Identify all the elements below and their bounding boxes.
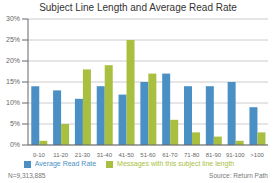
- svg-text:20%: 20%: [6, 57, 20, 64]
- svg-text:>100: >100: [250, 152, 264, 158]
- svg-text:91-100: 91-100: [226, 152, 245, 158]
- svg-text:5%: 5%: [10, 120, 20, 127]
- html-text:Subject Line Length and Averag: Subject Line Length and Average Read Rat…: [39, 2, 237, 13]
- svg-text:10%: 10%: [6, 99, 20, 106]
- html-text:Messages with this subject lin: Messages with this subject line length: [117, 160, 235, 167]
- html-text:Source: Return Path: Source: Return Path: [209, 171, 268, 179]
- html-text:N=9,313,885: N=9,313,885: [8, 171, 46, 179]
- svg-text:15%: 15%: [6, 78, 20, 85]
- svg-text:71-80: 71-80: [184, 152, 200, 158]
- svg-text:30%: 30%: [6, 15, 20, 22]
- svg-text:11-20: 11-20: [53, 152, 69, 158]
- svg-text:0-10: 0-10: [33, 152, 46, 158]
- svg-text:31-40: 31-40: [97, 152, 113, 158]
- svg-text:51-60: 51-60: [140, 152, 156, 158]
- svg-text:21-30: 21-30: [75, 152, 91, 158]
- html-text:Average Read Rate: Average Read Rate: [34, 160, 97, 167]
- svg-text:0%: 0%: [10, 141, 20, 148]
- svg-text:61-70: 61-70: [162, 152, 178, 158]
- svg-text:81-90: 81-90: [206, 152, 222, 158]
- svg-text:25%: 25%: [6, 36, 20, 43]
- svg-text:41-50: 41-50: [119, 152, 135, 158]
